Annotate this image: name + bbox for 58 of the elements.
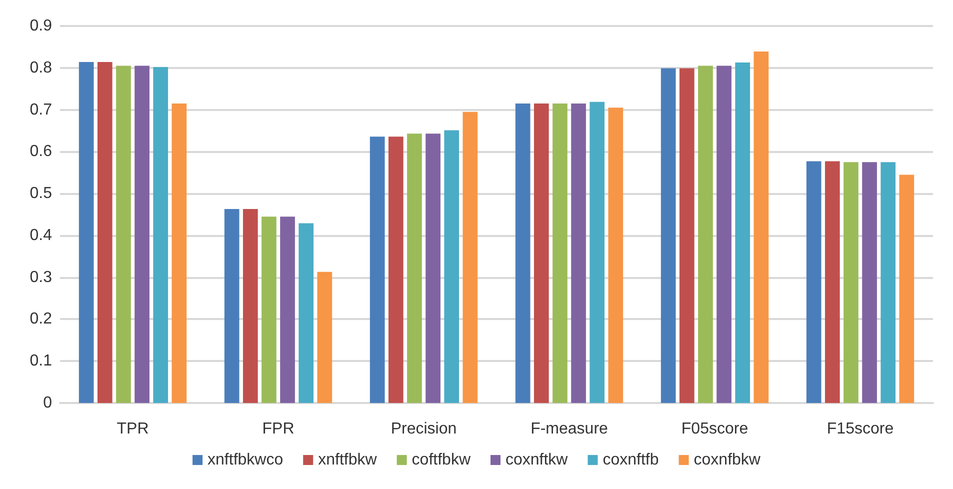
y-tick-label: 0.7 [30,101,52,118]
y-tick-label: 0.3 [30,268,52,286]
y-tick-label: 0.2 [30,310,52,328]
x-tick-label: F05score [681,420,748,438]
x-tick-label: FPR [262,420,294,438]
bar [444,130,460,403]
x-tick-label: F15score [826,420,894,438]
bar [515,103,530,403]
bar [590,102,605,403]
bar [880,162,896,403]
bar [78,62,94,403]
x-tick-label: Precision [390,420,457,438]
bar [698,66,713,403]
bar [280,216,295,403]
bar [806,161,822,403]
y-tick-label: 0 [43,394,52,412]
y-tick-label: 0.6 [30,143,52,160]
bar [534,103,549,403]
bar [134,66,150,403]
legend-label: xnftfbkwco [208,452,284,468]
bar [97,62,112,403]
legend-label: coxnftfb [602,452,659,468]
bar [370,136,385,403]
bar [262,216,276,403]
bar [716,66,732,403]
bar [426,134,440,403]
y-tick-label: 0.4 [30,226,52,244]
bar [660,68,676,403]
bar [571,103,586,403]
bar [116,66,131,403]
bar [608,108,624,403]
legend-label: coxnftkw [505,452,568,468]
legend-label: xnftfbkw [318,452,378,468]
bar [824,161,840,403]
bar [407,134,422,403]
y-tick-label: 0.1 [30,352,52,370]
x-tick-label: F-measure [530,420,608,438]
bar [844,162,858,403]
x-tick-label: TPR [116,420,149,438]
bar [735,62,750,403]
bar [388,136,404,403]
bar [462,112,478,403]
bar [153,67,168,403]
bar [317,272,332,403]
bar [298,223,314,403]
y-tick-label: 0.9 [30,18,52,34]
bar [552,103,568,403]
legend-label: coxnfbkw [694,452,761,468]
bar [242,209,258,403]
y-tick-label: 0.5 [30,185,52,202]
bar [172,103,187,403]
bar [899,174,914,403]
y-tick-label: 0.8 [30,59,52,76]
bar [224,209,240,403]
bar [754,52,769,403]
legend-label: coftfbkw [412,452,471,468]
bar [862,162,877,403]
bar [679,68,694,403]
